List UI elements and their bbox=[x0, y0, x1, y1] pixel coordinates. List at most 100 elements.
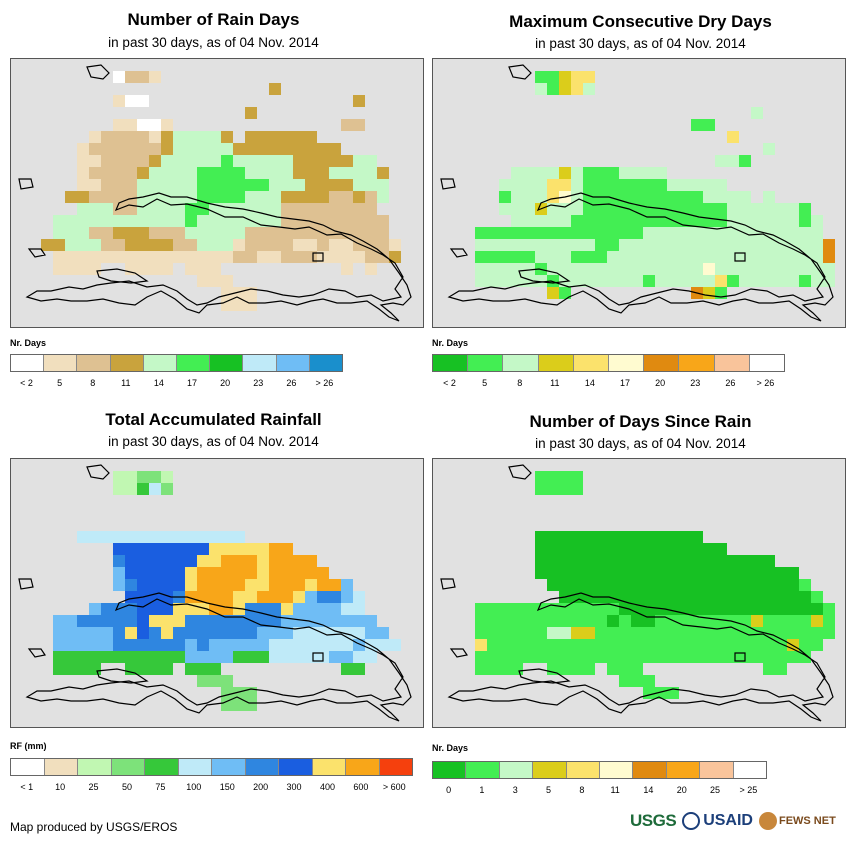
grid-cell bbox=[101, 155, 113, 167]
legend-label: > 26 bbox=[315, 378, 334, 388]
grid-cell bbox=[245, 143, 257, 155]
grid-cell bbox=[209, 639, 221, 651]
grid-cell bbox=[305, 131, 317, 143]
grid-cell bbox=[799, 263, 811, 275]
grid-cell bbox=[631, 167, 643, 179]
grid-cell bbox=[607, 615, 619, 627]
grid-cell bbox=[655, 555, 667, 567]
legend-label: 14 bbox=[153, 378, 164, 388]
grid-cell bbox=[113, 483, 125, 495]
grid-cell bbox=[595, 627, 607, 639]
grid-cell bbox=[65, 663, 77, 675]
grid-cell bbox=[655, 579, 667, 591]
legend-title: Nr. Days bbox=[10, 338, 47, 348]
grid-cell bbox=[113, 191, 125, 203]
grid-cell bbox=[173, 167, 185, 179]
grid-cell bbox=[727, 239, 739, 251]
grid-cell bbox=[571, 615, 583, 627]
grid-cell bbox=[631, 179, 643, 191]
grid-cell bbox=[281, 155, 293, 167]
grid-cell bbox=[305, 555, 317, 567]
grid-cell bbox=[751, 203, 763, 215]
grid-cell bbox=[631, 567, 643, 579]
grid-cell bbox=[293, 155, 305, 167]
grid-cell bbox=[245, 179, 257, 191]
grid-cell bbox=[149, 471, 161, 483]
grid-cell bbox=[221, 167, 233, 179]
grid-cell bbox=[113, 627, 125, 639]
grid-cell bbox=[137, 543, 149, 555]
grid-cell bbox=[751, 579, 763, 591]
usgs-logo: USGS bbox=[630, 811, 677, 830]
grid-cell bbox=[703, 543, 715, 555]
grid-cell bbox=[739, 191, 751, 203]
coastline bbox=[518, 268, 571, 284]
grid-cell bbox=[281, 651, 293, 663]
legend-bar bbox=[432, 761, 767, 779]
grid-cell bbox=[583, 603, 595, 615]
grid-cell bbox=[523, 179, 535, 191]
grid-cell bbox=[65, 251, 77, 263]
grid-cell bbox=[377, 639, 389, 651]
grid-cell bbox=[269, 167, 281, 179]
grid-cell bbox=[547, 167, 559, 179]
coastline bbox=[508, 64, 532, 80]
grid-cell bbox=[499, 191, 511, 203]
grid-cell bbox=[101, 627, 113, 639]
grid-cell bbox=[787, 615, 799, 627]
grid-cell bbox=[703, 227, 715, 239]
grid-cell bbox=[77, 263, 89, 275]
grid-cell bbox=[269, 203, 281, 215]
grid-cell bbox=[775, 567, 787, 579]
grid-cell bbox=[679, 275, 691, 287]
grid-cell bbox=[245, 699, 257, 711]
grid-cell bbox=[583, 215, 595, 227]
grid-cell bbox=[703, 179, 715, 191]
grid-cell bbox=[811, 227, 823, 239]
grid-cell bbox=[185, 131, 197, 143]
legend-label: 200 bbox=[253, 782, 269, 792]
grid-cell bbox=[583, 203, 595, 215]
grid-cell bbox=[679, 555, 691, 567]
grid-cell bbox=[487, 603, 499, 615]
grid-cell bbox=[607, 651, 619, 663]
grid-cell bbox=[317, 203, 329, 215]
grid-cell bbox=[691, 203, 703, 215]
grid-cell bbox=[511, 603, 523, 615]
grid-cell bbox=[113, 167, 125, 179]
grid-cell bbox=[125, 155, 137, 167]
grid-cell bbox=[173, 131, 185, 143]
grid-cell bbox=[65, 615, 77, 627]
grid-cell bbox=[799, 579, 811, 591]
grid-cell bbox=[715, 191, 727, 203]
grid-cell bbox=[89, 663, 101, 675]
grid-cell bbox=[631, 263, 643, 275]
grid-cell bbox=[715, 651, 727, 663]
grid-cell bbox=[161, 651, 173, 663]
grid-cell bbox=[245, 227, 257, 239]
grid-cell bbox=[715, 555, 727, 567]
grid-cell bbox=[511, 179, 523, 191]
grid-cell bbox=[197, 567, 209, 579]
grid-cell bbox=[269, 543, 281, 555]
grid-cell bbox=[775, 579, 787, 591]
grid-cell bbox=[281, 603, 293, 615]
grid-cell bbox=[703, 579, 715, 591]
grid-cell bbox=[607, 179, 619, 191]
grid-cell bbox=[643, 531, 655, 543]
grid-cell bbox=[571, 203, 583, 215]
grid-cell bbox=[125, 639, 137, 651]
grid-cell bbox=[475, 639, 487, 651]
grid-cell bbox=[221, 567, 233, 579]
grid-cell bbox=[305, 179, 317, 191]
grid-cell bbox=[607, 215, 619, 227]
grid-cell bbox=[571, 579, 583, 591]
grid-cell bbox=[281, 215, 293, 227]
grid-cell bbox=[691, 179, 703, 191]
grid-cell bbox=[631, 531, 643, 543]
grid-cell bbox=[161, 483, 173, 495]
grid-cell bbox=[547, 239, 559, 251]
grid-cell bbox=[353, 119, 365, 131]
grid-cell bbox=[305, 639, 317, 651]
legend-swatch bbox=[468, 355, 504, 371]
